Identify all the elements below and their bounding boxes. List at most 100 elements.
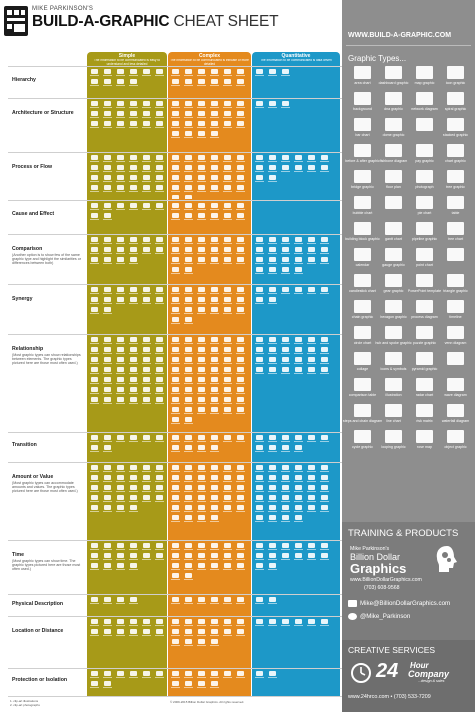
graphic-type-item[interactable]: cycle graphic bbox=[347, 430, 378, 456]
graphic-type-item[interactable]: steps and chain diagram bbox=[343, 404, 382, 430]
graphic-type-item[interactable]: candlestick chart bbox=[347, 274, 378, 300]
graphic-type-item[interactable]: circle chart bbox=[347, 326, 378, 352]
graphic-thumbnail-icon bbox=[128, 485, 138, 493]
graphic-thumbnail-icon bbox=[235, 553, 245, 561]
graphic-type-item[interactable]: icon graphic bbox=[440, 66, 471, 92]
graphic-type-item[interactable]: table bbox=[440, 196, 471, 222]
graphic-thumbnail-icon bbox=[183, 397, 193, 405]
graphic-type-item[interactable]: hub and spoke graphic bbox=[375, 326, 412, 352]
graphic-type-item[interactable]: before & after graphic bbox=[345, 144, 380, 170]
graphic-type-item[interactable]: pie chart bbox=[409, 196, 440, 222]
graphic-type-item[interactable]: radar chart bbox=[409, 378, 440, 404]
twitter-handle[interactable]: @Mike_Parkinson bbox=[360, 613, 411, 620]
graphic-thumbnail-icon bbox=[196, 185, 206, 193]
graphic-thumbnail-icon bbox=[209, 121, 219, 129]
graphic-type-item[interactable]: looping graphic bbox=[378, 430, 409, 456]
graphic-type-item[interactable]: gauge graphic bbox=[378, 248, 409, 274]
graphic-type-item[interactable]: chain graphic bbox=[347, 300, 378, 326]
graphic-thumbnail-icon bbox=[141, 287, 151, 295]
graphic-type-item[interactable]: area chart bbox=[347, 66, 378, 92]
email-row[interactable]: Mike@BillionDollarGraphics.com bbox=[348, 600, 450, 607]
graphic-thumbnail-icon bbox=[154, 247, 164, 255]
graphic-type-item[interactable]: pyramid graphic bbox=[409, 352, 440, 378]
graphic-type-item[interactable] bbox=[440, 248, 471, 274]
graphic-type-item[interactable]: pipeline graphic bbox=[409, 222, 440, 248]
graphic-type-item[interactable]: bar chart bbox=[347, 118, 378, 144]
graphic-type-item[interactable]: spiral graphic bbox=[440, 92, 471, 118]
graphic-type-item[interactable]: collage bbox=[347, 352, 378, 378]
graphic-type-item[interactable]: chart graphic bbox=[440, 144, 471, 170]
graphic-type-label: bridge graphic bbox=[351, 185, 374, 189]
graphic-thumbnail-icon bbox=[319, 543, 329, 551]
graphic-type-icon bbox=[447, 248, 464, 261]
graphic-type-icon bbox=[385, 430, 402, 443]
graphic-type-item[interactable]: waterfall diagram bbox=[440, 404, 471, 430]
graphic-thumbnail-icon bbox=[222, 347, 232, 355]
graphic-type-item[interactable]: network diagram bbox=[409, 92, 440, 118]
graphic-thumbnail-icon bbox=[306, 553, 316, 561]
graphic-thumbnail-icon bbox=[115, 505, 125, 513]
graphic-thumbnail-icon bbox=[170, 495, 180, 503]
graphic-type-item[interactable]: rose map bbox=[409, 430, 440, 456]
graphic-type-item[interactable]: process diagram bbox=[409, 300, 440, 326]
graphic-thumbnail-icon bbox=[183, 495, 193, 503]
row-separator bbox=[8, 432, 342, 433]
graphic-type-item[interactable]: bridge graphic bbox=[347, 170, 378, 196]
graphic-type-item[interactable]: gear graphic bbox=[378, 274, 409, 300]
graphic-type-item[interactable]: icons & symbols bbox=[378, 352, 409, 378]
graphic-type-item[interactable]: puzzle graphic bbox=[409, 326, 440, 352]
graphic-thumbnail-icon bbox=[280, 475, 290, 483]
graphic-type-item[interactable]: background bbox=[347, 92, 378, 118]
graphic-type-item[interactable]: stacked graphic bbox=[440, 118, 471, 144]
graphic-thumbnail-icon bbox=[89, 505, 99, 513]
graphic-thumbnail-icon bbox=[222, 475, 232, 483]
graphic-thumbnail-icon bbox=[102, 475, 112, 483]
graphic-type-item[interactable]: hexagon graphic bbox=[378, 300, 409, 326]
row-label-note: (Most graphic types can show relationshi… bbox=[12, 353, 81, 366]
graphic-type-item[interactable] bbox=[440, 352, 471, 378]
site-url[interactable]: WWW.BUILD-A-GRAPHIC.COM bbox=[348, 32, 452, 39]
graphic-thumbnail-icon bbox=[115, 79, 125, 87]
graphic-type-item[interactable]: tree chart bbox=[440, 222, 471, 248]
email-link[interactable]: Mike@BillionDollarGraphics.com bbox=[360, 600, 451, 607]
graphic-type-item[interactable]: timeline bbox=[440, 300, 471, 326]
graphic-type-item[interactable]: PowerPoint template bbox=[408, 274, 441, 300]
graphic-type-item[interactable] bbox=[378, 196, 409, 222]
graphic-type-item[interactable]: building block graphic bbox=[345, 222, 380, 248]
graphic-thumbnail-icon bbox=[306, 367, 316, 375]
graphic-thumbnail-icon bbox=[209, 671, 219, 679]
graphic-type-item[interactable]: bubble chart bbox=[347, 196, 378, 222]
graphic-type-item[interactable]: point chart bbox=[409, 248, 440, 274]
graphic-thumbnail-icon bbox=[170, 397, 180, 405]
graphic-type-item[interactable]: comparison table bbox=[347, 378, 378, 404]
graphic-type-item[interactable]: wave diagram bbox=[440, 378, 471, 404]
graphic-type-item[interactable]: photograph bbox=[409, 170, 440, 196]
graphic-type-item[interactable]: calendar bbox=[347, 248, 378, 274]
graphic-type-item[interactable]: triangle graphic bbox=[440, 274, 471, 300]
graphic-thumbnail-icon bbox=[293, 553, 303, 561]
clock-icon bbox=[351, 663, 371, 683]
graphic-type-item[interactable]: dashboard graphic bbox=[378, 66, 409, 92]
graphic-type-item[interactable]: pay graphic bbox=[409, 144, 440, 170]
graphic-type-item[interactable]: tree graphic bbox=[440, 170, 471, 196]
graphic-type-item[interactable]: risk matrix bbox=[409, 404, 440, 430]
graphic-type-item[interactable]: dna graphic bbox=[378, 92, 409, 118]
graphic-type-item[interactable]: object graphic bbox=[440, 430, 471, 456]
graphic-type-item[interactable]: venn diagram bbox=[440, 326, 471, 352]
graphic-thumbnail-icon bbox=[170, 297, 180, 305]
graphic-type-item[interactable]: line chart bbox=[378, 404, 409, 430]
twitter-row[interactable]: @Mike_Parkinson bbox=[348, 613, 410, 620]
graphic-type-item[interactable]: dome graphic bbox=[378, 118, 409, 144]
bdg-url[interactable]: www.BillionDollarGraphics.com bbox=[350, 577, 422, 583]
graphic-type-item[interactable]: floor plan bbox=[378, 170, 409, 196]
graphic-type-item[interactable]: gantt chart bbox=[378, 222, 409, 248]
creative-contact[interactable]: www.24hrco.com • (703) 533-7209 bbox=[348, 694, 431, 700]
graphic-type-item[interactable] bbox=[409, 118, 440, 144]
graphic-type-item[interactable]: illustration bbox=[378, 378, 409, 404]
graphic-thumbnail-icon bbox=[170, 681, 180, 689]
graphic-thumbnail-icon bbox=[280, 337, 290, 345]
graphic-type-icon bbox=[354, 274, 371, 287]
graphic-type-item[interactable]: map graphic bbox=[409, 66, 440, 92]
graphic-type-item[interactable]: fishbone diagram bbox=[378, 144, 409, 170]
graphic-thumbnail-icon bbox=[280, 435, 290, 443]
